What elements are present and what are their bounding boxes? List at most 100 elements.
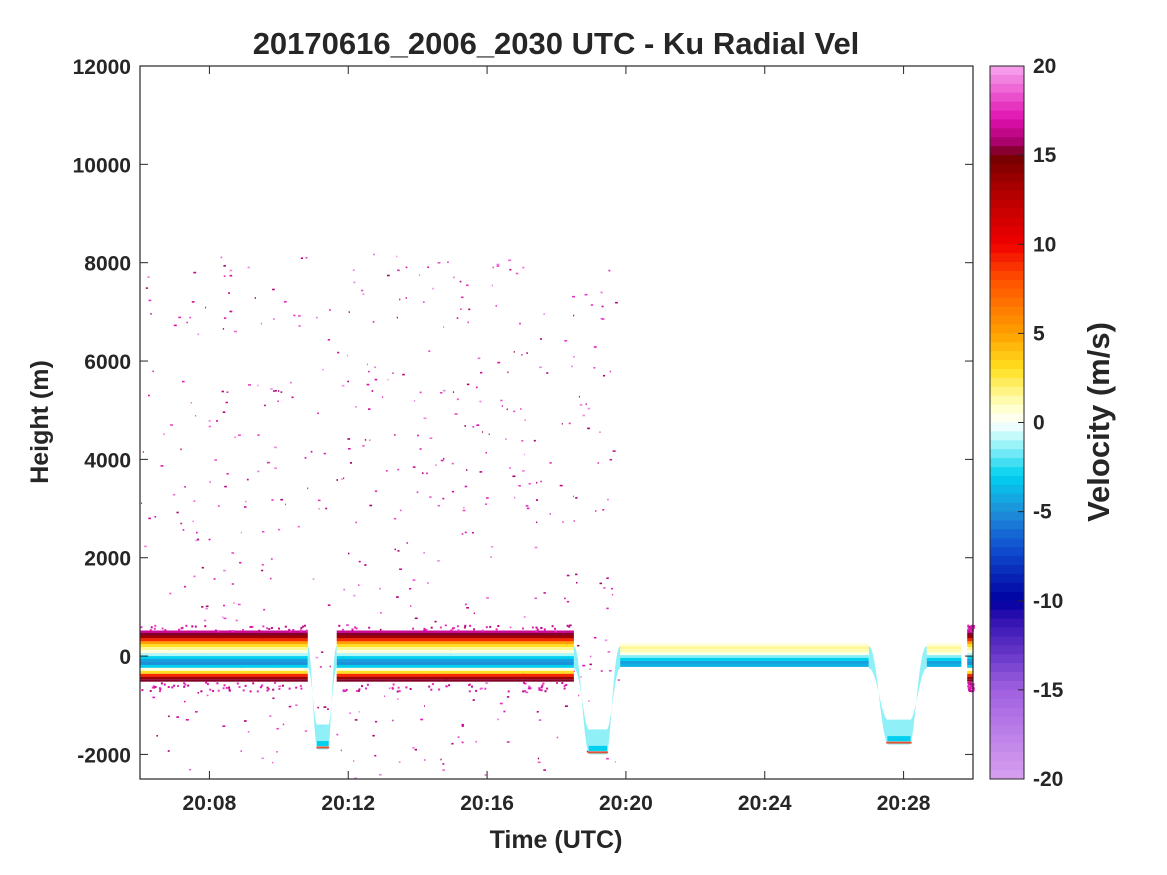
noise-speck: [566, 600, 570, 603]
surface-band: [967, 679, 973, 682]
band-edge-speck: [463, 626, 466, 629]
noise-speck: [383, 695, 386, 698]
noise-speck: [197, 333, 200, 336]
band-edge-speck: [154, 686, 157, 688]
colorbar-segment: [990, 404, 1024, 414]
colorbar-segment: [990, 689, 1024, 700]
noise-speck: [148, 517, 151, 520]
noise-speck: [327, 339, 331, 341]
band-edge-speck: [183, 685, 186, 688]
band-edge-speck: [535, 629, 538, 632]
noise-speck: [521, 440, 524, 442]
band-edge-speck: [214, 629, 217, 632]
colorbar-segment: [990, 734, 1024, 744]
noise-speck: [419, 448, 422, 450]
noise-speck: [572, 356, 575, 358]
band-edge-speck: [206, 683, 209, 686]
noise-speck: [393, 517, 397, 520]
x-tick-label: 20:12: [321, 792, 375, 815]
colorbar-segment: [990, 74, 1024, 85]
noise-speck: [586, 750, 589, 753]
noise-speck: [484, 774, 487, 776]
noise-speck: [482, 431, 484, 433]
noise-speck: [374, 378, 378, 381]
noise-speck: [412, 747, 415, 749]
noise-speck: [397, 468, 400, 471]
noise-speck: [582, 664, 586, 667]
noise-speck: [460, 296, 464, 299]
band-edge-speck: [542, 682, 545, 685]
band-edge-speck: [471, 685, 473, 688]
colorbar-segment: [990, 155, 1024, 165]
colorbar-segment: [990, 226, 1024, 236]
noise-speck: [556, 736, 559, 739]
band-edge-speck: [970, 687, 973, 690]
noise-speck: [213, 578, 216, 580]
noise-speck: [234, 436, 236, 439]
noise-speck: [222, 328, 225, 330]
noise-speck: [369, 504, 373, 507]
band-edge-speck: [272, 688, 275, 691]
band-edge-speck: [141, 689, 144, 692]
noise-speck: [295, 704, 298, 706]
noise-speck: [173, 324, 177, 327]
noise-speck: [223, 617, 227, 620]
band-edge-speck: [251, 625, 254, 628]
colorbar-tick-label: 10: [1033, 233, 1056, 256]
noise-speck: [576, 581, 578, 584]
noise-speck: [568, 422, 571, 425]
noise-speck: [491, 284, 493, 287]
noise-speck: [500, 399, 503, 402]
noise-speck: [451, 490, 455, 493]
noise-speck: [364, 439, 367, 441]
surface-band: [336, 679, 574, 682]
colorbar-segment: [990, 547, 1024, 557]
noise-speck: [453, 276, 455, 279]
noise-speck: [172, 493, 176, 496]
band-edge-speck: [430, 688, 433, 691]
colorbar-segment: [990, 181, 1024, 192]
band-edge-speck: [341, 628, 344, 631]
colorbar-segment: [990, 315, 1024, 325]
colorbar-segment: [990, 458, 1024, 468]
noise-speck: [369, 439, 371, 441]
noise-speck: [524, 419, 526, 421]
noise-speck: [442, 769, 445, 771]
colorbar-axis: -20 -15 -10 -5 0 5 10 15 20: [1018, 55, 1064, 791]
noise-speck: [543, 769, 546, 771]
band-edge-speck: [531, 626, 534, 629]
noise-speck: [280, 498, 283, 501]
noise-speck: [444, 624, 447, 627]
noise-speck: [429, 496, 432, 498]
colorbar-segment: [990, 672, 1024, 682]
noise-speck: [566, 574, 570, 577]
noise-speck: [223, 604, 225, 607]
band-edge-speck: [338, 624, 341, 627]
band-edge-speck: [178, 628, 181, 631]
colorbar-tick-label: 5: [1033, 322, 1045, 345]
noise-speck: [423, 417, 427, 420]
band-edge-speck: [450, 629, 453, 632]
noise-speck: [186, 321, 188, 324]
noise-speck: [593, 346, 597, 348]
noise-speck: [434, 620, 437, 623]
band-edge-speck: [541, 684, 544, 687]
noise-speck: [486, 597, 489, 599]
colorbar-tick-label: -20: [1033, 768, 1063, 791]
noise-speck: [461, 741, 464, 744]
colorbar-segment: [990, 164, 1024, 174]
band-edge-speck: [551, 625, 554, 628]
noise-speck: [546, 372, 549, 374]
noise-speck: [606, 577, 609, 579]
band-edge-speck: [968, 687, 971, 690]
colorbar-segment: [990, 618, 1024, 628]
noise-speck: [451, 742, 454, 745]
noise-speck: [462, 509, 466, 512]
noise-speck: [497, 361, 501, 364]
noise-speck: [379, 628, 382, 631]
band-edge-speck: [361, 685, 363, 688]
noise-speck: [337, 351, 340, 354]
noise-speck: [466, 383, 470, 386]
noise-speck: [366, 363, 368, 366]
